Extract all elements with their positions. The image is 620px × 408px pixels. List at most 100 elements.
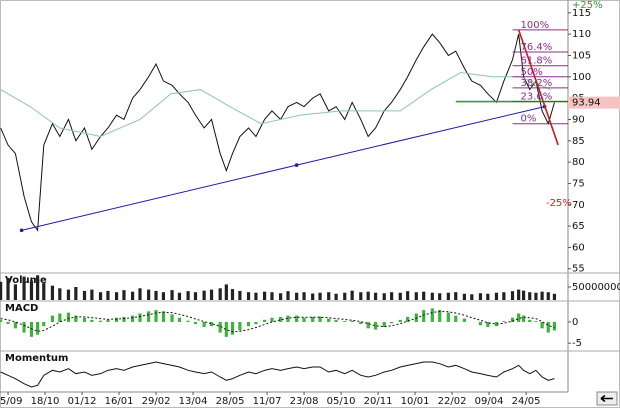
bar: [454, 315, 458, 322]
bar: [98, 292, 103, 300]
bar: [66, 289, 71, 300]
x-tick-label: 29/02: [142, 396, 171, 407]
bar: [398, 292, 402, 300]
annotation: +25%: [572, 0, 603, 11]
bar: [398, 319, 402, 322]
bar: [430, 308, 434, 322]
x-tick-label: 22/02: [438, 396, 467, 407]
bar: [209, 321, 214, 327]
bar: [343, 321, 347, 322]
bar: [494, 292, 499, 300]
y-tick-label: 85: [572, 136, 585, 147]
bar: [224, 284, 228, 300]
bar: [74, 315, 78, 322]
bar: [334, 293, 338, 300]
bar: [230, 289, 235, 300]
bar: [494, 321, 499, 327]
bar: [552, 321, 557, 331]
x-tick-label: 23/08: [290, 396, 319, 407]
bar: [343, 292, 347, 300]
bar: [486, 321, 490, 328]
bar: [186, 291, 190, 300]
bar: [138, 313, 142, 322]
bar: [161, 311, 166, 322]
bar: [13, 321, 18, 329]
bar: [177, 317, 182, 322]
x-tick-label: 10/01: [401, 396, 430, 407]
bar: [202, 321, 206, 328]
bar: [254, 292, 258, 300]
bar: [186, 320, 190, 322]
bar: [528, 292, 532, 300]
bar: [552, 293, 557, 300]
bar: [462, 318, 466, 322]
bar: [238, 290, 242, 300]
series-line: [0, 361, 555, 388]
bar: [302, 292, 306, 300]
bar: [82, 290, 87, 300]
y-tick-label: 90: [572, 114, 585, 125]
bar: [0, 319, 3, 322]
bar: [90, 319, 94, 322]
bar: [246, 321, 251, 327]
y-tick-label: 55: [572, 264, 585, 275]
bar: [22, 321, 26, 333]
bar: [390, 321, 394, 324]
bar: [66, 312, 71, 322]
bar: [254, 321, 258, 325]
fib-label: 76.4%: [520, 42, 552, 53]
bar: [334, 319, 338, 322]
bar: [373, 292, 378, 300]
bar: [446, 292, 450, 300]
bar: [161, 292, 166, 300]
y-tick-label: 75: [572, 178, 585, 189]
x-tick-label: 28/05: [216, 396, 245, 407]
bar: [6, 321, 10, 325]
x-tick-label: 05/10: [327, 396, 356, 407]
bar: [246, 292, 251, 300]
bar: [286, 291, 290, 300]
bar: [406, 291, 410, 300]
bar: [510, 317, 515, 322]
bar: [147, 289, 151, 300]
y-tick-label: 60: [572, 242, 585, 253]
y-tick-label: 100: [572, 72, 591, 83]
bar: [534, 321, 538, 322]
y-tick-label: 115: [572, 8, 591, 19]
bar: [74, 287, 78, 300]
series-line: [0, 72, 551, 138]
y-tick-label: -5: [572, 338, 582, 349]
bar: [366, 321, 370, 329]
bar: [22, 276, 26, 300]
bar: [295, 292, 299, 300]
bar: [13, 284, 18, 300]
bar: [6, 277, 10, 300]
fib-label: 38.2%: [520, 78, 552, 89]
fib-label: 61.8%: [520, 56, 552, 67]
bar: [406, 316, 410, 322]
bar: [50, 285, 55, 300]
bar: [478, 293, 483, 300]
scroll-button[interactable]: [596, 391, 618, 406]
bar: [546, 321, 550, 333]
bar: [147, 311, 151, 322]
bar: [454, 292, 458, 300]
bar: [262, 319, 267, 322]
bar: [90, 289, 94, 300]
bar: [138, 288, 142, 300]
bar: [122, 316, 126, 322]
fib-label: 50%: [520, 67, 542, 78]
bar: [224, 321, 228, 337]
bar: [98, 320, 103, 322]
bar: [238, 321, 242, 331]
bar: [470, 294, 474, 300]
x-tick-label: 09/04: [475, 396, 504, 407]
bar: [478, 321, 483, 326]
bar: [382, 293, 386, 300]
bar: [546, 292, 550, 300]
bar: [230, 321, 235, 335]
scroll-arrow[interactable]: [600, 394, 613, 403]
bar: [170, 290, 174, 300]
y-tick-label: 80: [572, 157, 585, 168]
